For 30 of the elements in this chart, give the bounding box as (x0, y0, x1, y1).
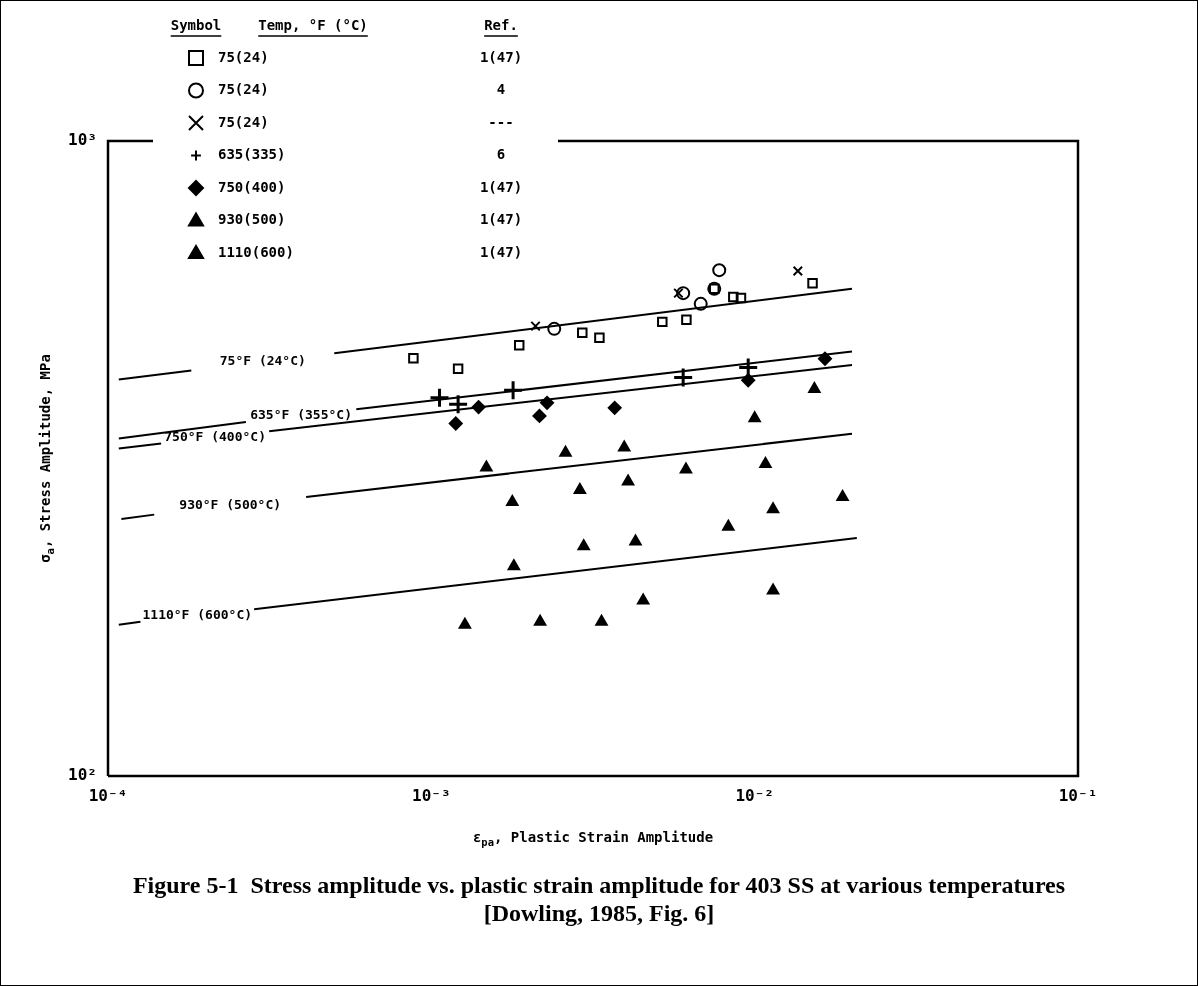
annotation: 750°F (400°C) (164, 428, 267, 444)
legend-label: 930(500) (218, 211, 286, 228)
annotation: 1110°F (600°C) (142, 606, 253, 622)
annotation: 1(47) (479, 211, 523, 228)
annotation: 6 (496, 146, 506, 163)
annotation: 930°F (500°C) (179, 497, 282, 513)
text: Symbol (170, 16, 222, 33)
text: 4 (496, 81, 506, 98)
legend-label: 75(24) (218, 81, 269, 98)
legend-label: 75(24) (218, 48, 269, 65)
text: 1(47) (479, 48, 523, 65)
legend-label: 750(400) (218, 178, 286, 195)
annotation: 75°F (24°C) (219, 353, 306, 369)
text: Ref. (484, 16, 518, 33)
y-axis-title: σa, Stress Amplitude, MPa (36, 354, 56, 563)
text: --- (488, 113, 514, 130)
y-tick-label: 10² (68, 765, 97, 785)
legend-label: 1110(600) (218, 243, 294, 260)
x-tick-label: 10⁻⁴ (88, 785, 128, 805)
y-tick-label: 10³ (68, 130, 97, 150)
annotation: 1(47) (479, 243, 523, 260)
x-tick-label: 10⁻¹ (1058, 785, 1098, 805)
legend-label: 635(335) (218, 146, 286, 163)
text: Figure 5-1 Stress amplitude vs. plastic strain amplitude for 403 SS at various temperatures [Dowling, 1985, Fig. 6] (131, 871, 1067, 927)
legend-title: Temp, °F (°C) (258, 16, 368, 33)
annotation: 635°F (355°C) (250, 407, 352, 423)
legend-label: 75(24) (218, 113, 269, 130)
x-tick-label: 10⁻² (735, 785, 774, 805)
x-tick-label: 10⁻³ (412, 785, 451, 805)
annotation: 1(47) (479, 178, 523, 195)
